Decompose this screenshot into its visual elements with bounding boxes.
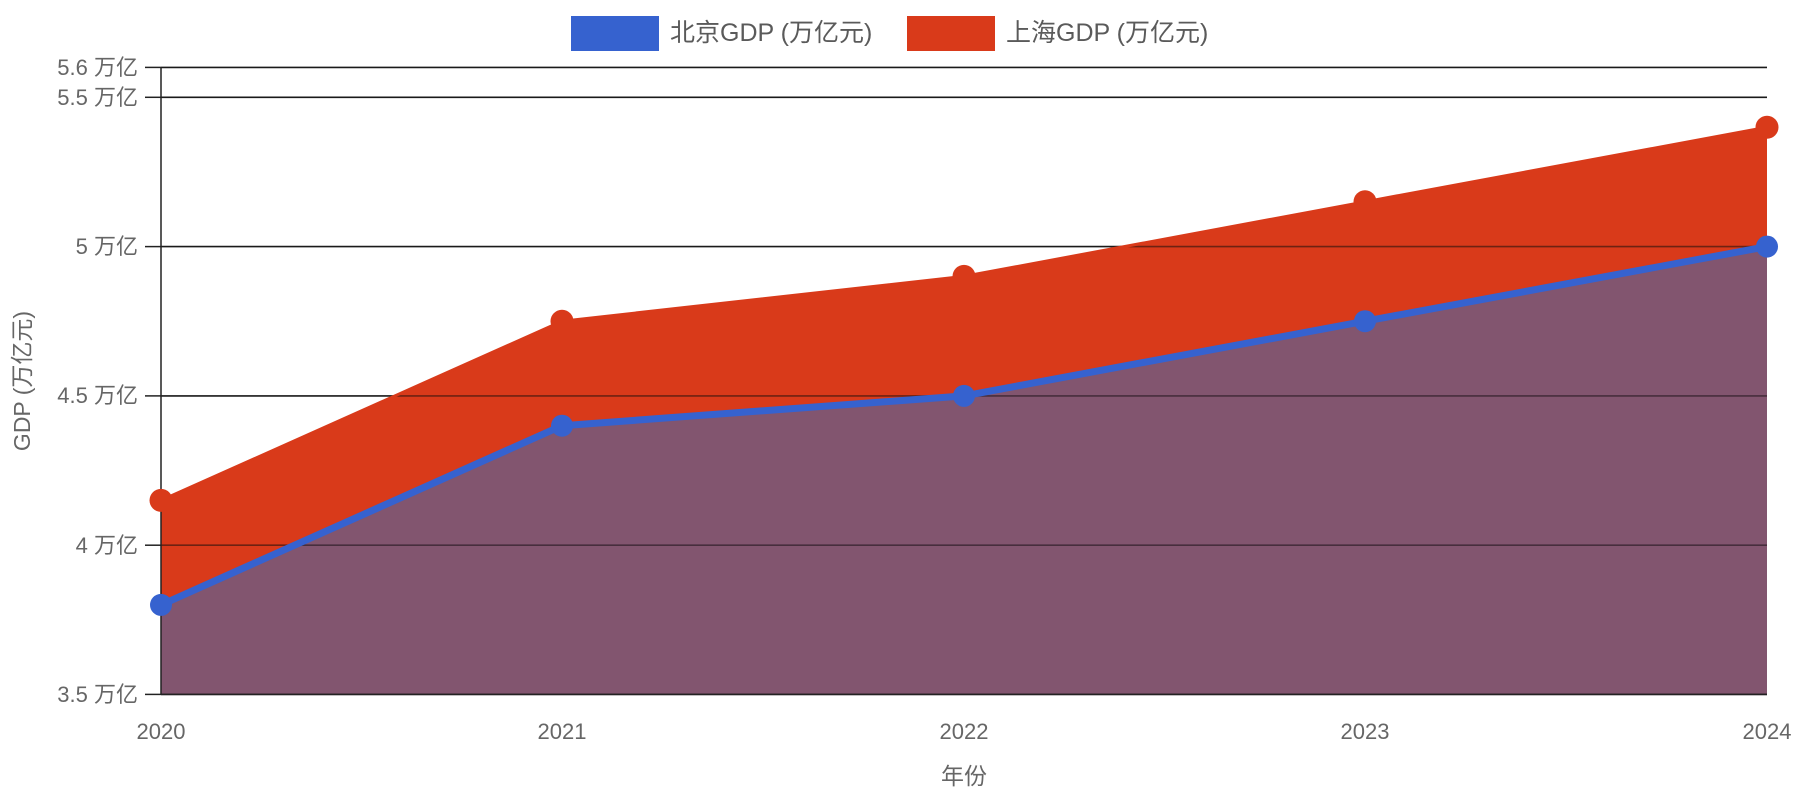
svg-text:GDP (万亿元): GDP (万亿元) bbox=[9, 311, 35, 451]
svg-text:4 万亿: 4 万亿 bbox=[76, 533, 138, 558]
svg-text:5.6 万亿: 5.6 万亿 bbox=[57, 55, 138, 80]
svg-text:2023: 2023 bbox=[1341, 719, 1390, 744]
svg-text:3.5 万亿: 3.5 万亿 bbox=[57, 682, 138, 707]
svg-text:2022: 2022 bbox=[940, 719, 989, 744]
svg-text:4.5 万亿: 4.5 万亿 bbox=[57, 383, 138, 408]
svg-text:5 万亿: 5 万亿 bbox=[76, 234, 138, 259]
svg-text:5.5 万亿: 5.5 万亿 bbox=[57, 85, 138, 110]
svg-text:上海GDP (万亿元): 上海GDP (万亿元) bbox=[1006, 19, 1208, 47]
svg-text:2021: 2021 bbox=[538, 719, 587, 744]
svg-text:北京GDP (万亿元): 北京GDP (万亿元) bbox=[670, 19, 872, 47]
svg-text:年份: 年份 bbox=[941, 763, 987, 789]
svg-text:2020: 2020 bbox=[137, 719, 186, 744]
svg-text:2024: 2024 bbox=[1743, 719, 1792, 744]
